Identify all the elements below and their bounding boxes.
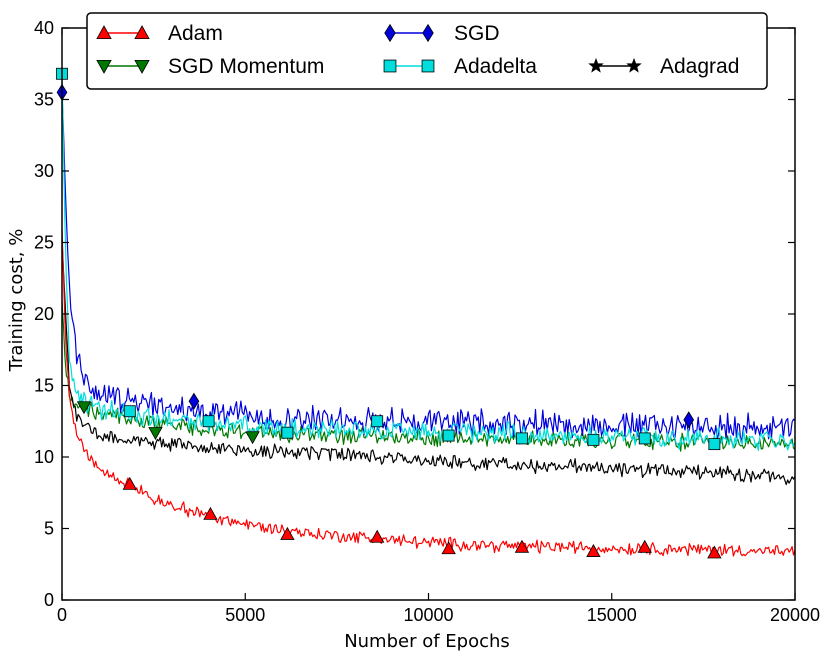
plot-frame [61,27,796,601]
legend-label: Adagrad [660,55,739,78]
series-line-sgd-momentum [61,301,796,452]
legend-marker [384,23,396,43]
legend-marker [383,59,397,73]
marker-adadelta [371,415,384,428]
legend-label: Adam [168,22,223,45]
y-tick-label: 20 [34,304,54,324]
x-axis-label: Number of Epochs [344,631,510,652]
x-tick-label: 5000 [225,605,265,625]
legend-label: Adadelta [454,55,537,78]
marker-adadelta [202,415,215,428]
tick-layer: 0 5000 10000 15000 20000 0 5 10 15 20 25 30 35 40 [34,18,820,625]
x-tick-label: 15000 [587,605,637,625]
y-tick-label: 25 [34,233,54,253]
marker-adadelta [587,433,600,446]
y-tick-label: 30 [34,161,54,181]
marker-adadelta [123,405,136,418]
legend-marker [134,25,150,39]
marker-sgd-momentum [148,427,163,441]
marker-adadelta [281,426,294,439]
series-line-adagrad [61,240,796,486]
y-tick-label: 15 [34,376,54,396]
legend-marker [626,57,642,73]
y-tick-label: 40 [34,18,54,38]
marker-adadelta [708,438,721,451]
legend-label: SGD [454,22,500,45]
marker-sgd [188,392,200,410]
legend-entry-adadelta: Adadelta [383,55,537,78]
marker-adam [637,539,652,553]
series-line-sgd [61,93,796,443]
legend-entry-sgd-momentum: SGD Momentum [96,55,324,78]
marker-adam [122,476,137,490]
legend: Adam SGD Momentum SGD Adadelta Adagrad [86,12,768,90]
legend-entry-adagrad: Adagrad [588,55,739,78]
y-tick-label: 0 [44,590,54,610]
x-tick-label: 20000 [770,605,820,625]
marker-sgd-momentum [245,431,260,445]
series-line-adadelta [61,72,796,452]
marker-adam [514,539,530,553]
legend-entry-adam: Adam [96,22,223,45]
marker-adam [203,506,218,520]
marker-adadelta [516,432,528,445]
legend-marker [134,60,150,74]
legend-marker [588,57,604,73]
marker-adadelta [638,432,651,445]
series-layer [61,72,796,557]
y-tick-label: 5 [44,519,54,539]
legend-entries: Adam SGD Momentum SGD Adadelta Adagrad [96,22,739,78]
marker-adam [370,529,385,543]
y-tick-label: 10 [34,447,54,467]
legend-marker [96,60,112,74]
x-tick-label: 10000 [403,605,453,625]
legend-marker [422,23,434,43]
y-axis-label: Training cost, % [6,229,27,373]
marker-adam [280,526,295,540]
y-tick-label: 35 [34,90,54,110]
marker-adadelta [442,429,455,442]
series-line-adam [61,229,796,557]
marker-adam [441,541,456,555]
marker-adam [707,545,722,559]
x-tick-label: 0 [57,605,67,625]
marker-sgd-momentum [76,401,92,415]
marker-adam [586,544,601,557]
marker-sgd [683,411,695,429]
legend-marker [96,25,112,39]
legend-entry-sgd: SGD [384,22,500,45]
legend-marker [421,59,435,73]
legend-label: SGD Momentum [168,55,324,78]
marker-layer [56,67,722,559]
